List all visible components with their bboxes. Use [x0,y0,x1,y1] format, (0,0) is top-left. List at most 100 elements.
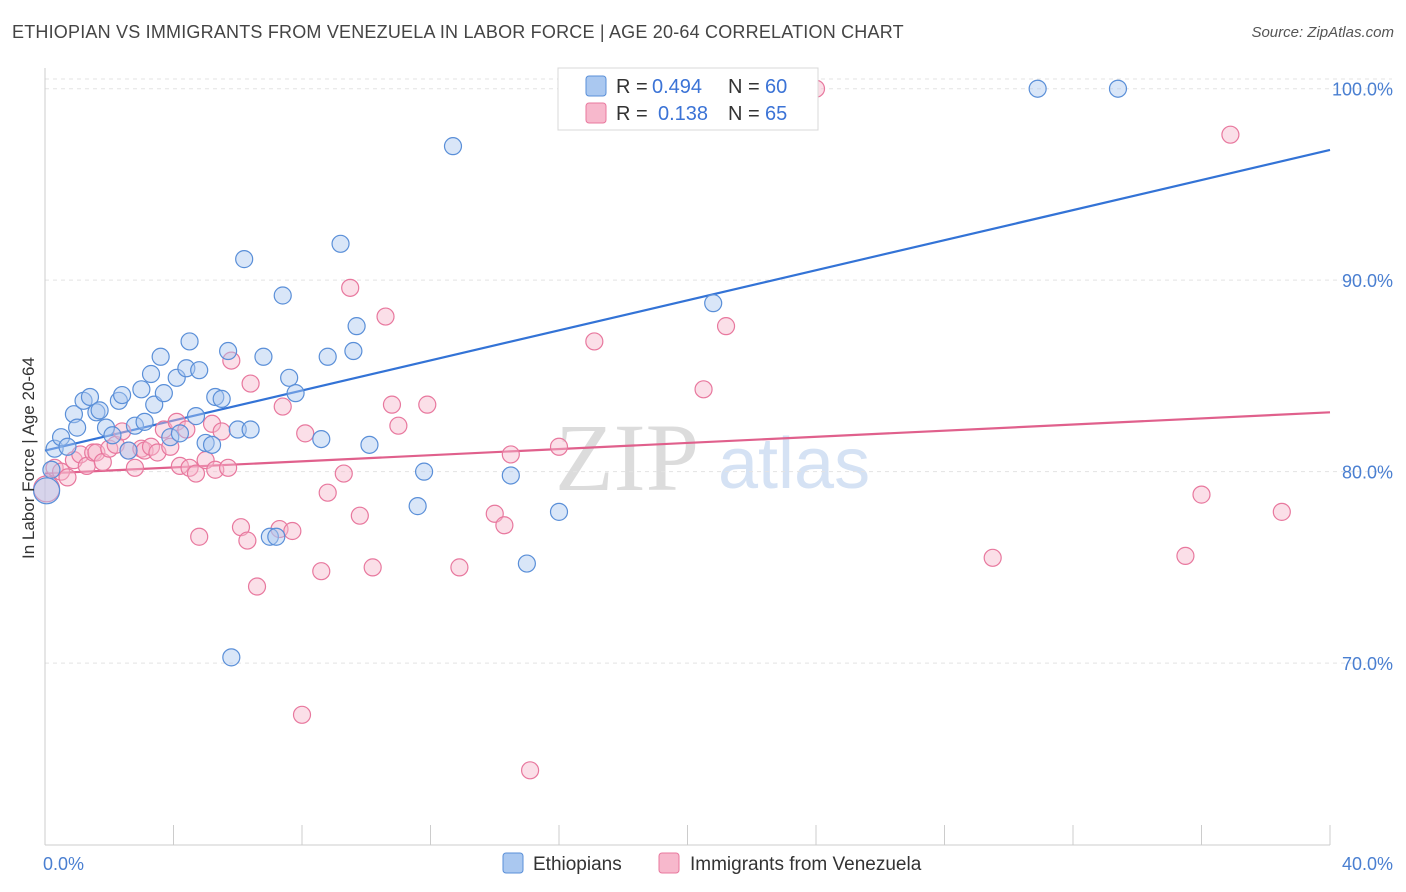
point-ethiopians [58,437,77,456]
legend-r-label-2: R = [616,103,648,125]
point-ethiopians [312,429,331,449]
point-venezuela [296,424,315,443]
point-venezuela [219,458,238,477]
point-ethiopians [109,391,128,410]
point-venezuela [376,307,395,326]
point-venezuela [167,412,186,431]
point-venezuela [238,531,257,550]
point-ethiopians [331,234,350,253]
legend-n-label-1: N = [728,76,760,98]
point-ethiopians [443,137,463,156]
point-ethiopians [51,428,71,447]
tick-labels: 70.0% 80.0% 90.0% 100.0% 0.0% 40.0% [43,80,1393,874]
point-venezuela [350,506,369,525]
legend-n-value-1: 60 [765,76,787,98]
bottom-legend-swatch-venezuela [658,852,680,874]
point-ethiopians [206,387,225,407]
point-venezuela [58,468,77,487]
axes [44,68,1331,846]
point-venezuela [202,414,222,433]
legend-n-label-2: N = [728,103,760,125]
point-ethiopians [280,368,299,387]
point-venezuela [382,395,402,414]
gridlines [45,78,1392,664]
point-venezuela [585,332,604,351]
point-venezuela [186,464,206,483]
point-venezuela [450,558,469,577]
watermark-zip: ZIP [555,404,699,511]
x-tick-label: 40.0% [1342,854,1393,874]
y-tick-label: 80.0% [1342,463,1393,483]
point-venezuela [716,317,736,336]
point-ethiopians [408,497,427,516]
point-venezuela [283,521,302,541]
point-venezuela [334,464,353,483]
point-ethiopians [1028,79,1047,98]
point-venezuela [363,558,382,577]
x-tick-label: 0.0% [43,854,84,874]
point-ethiopians [90,401,109,420]
bottom-legend-label-venezuela: Immigrants from Venezuela [690,854,922,875]
bottom-legend-label-ethiopians: Ethiopians [533,854,622,875]
point-venezuela [273,397,292,416]
point-ethiopians [87,403,106,422]
point-ethiopians [219,341,238,361]
point-ethiopians [1108,79,1128,98]
point-venezuela [418,395,437,414]
point-ethiopians [228,420,247,439]
point-venezuela [222,351,241,370]
point-ethiopians [202,435,222,454]
legend-n-value-2: 65 [765,103,787,125]
point-ethiopians [112,385,132,405]
point-ethiopians [260,527,279,546]
legend-r-label-1: R = [616,76,648,98]
point-venezuela [190,527,209,546]
point-ethiopians [42,460,61,479]
point-venezuela [1176,546,1195,565]
point-venezuela [495,516,514,535]
point-ethiopians [135,412,154,431]
series-legend: Ethiopians Immigrants from Venezuela [502,852,922,875]
point-ethiopians [119,441,138,460]
point-venezuela [341,278,360,297]
point-ethiopians [186,407,206,426]
legend-swatch-ethiopians [585,75,607,97]
point-venezuela [694,380,713,399]
y-tick-label: 90.0% [1342,271,1393,291]
bottom-legend-swatch-ethiopians [502,852,524,874]
point-ethiopians [267,527,286,546]
point-venezuela [125,458,145,477]
point-ethiopians [180,332,199,351]
point-venezuela [161,437,180,456]
point-ethiopians [132,380,151,399]
y-tick-label: 70.0% [1342,654,1393,674]
point-ethiopians [151,347,170,366]
point-ethiopians [80,387,100,407]
point-ethiopians [141,364,161,384]
trendlines [44,148,1331,475]
point-ethiopians [344,341,363,361]
point-ethiopians [704,294,723,313]
point-ethiopians [212,389,231,408]
legend-r-value-1: 0.494 [652,76,702,98]
trendline-venezuela [44,411,1331,475]
point-venezuela [1221,125,1240,144]
chart-title: ETHIOPIAN VS IMMIGRANTS FROM VENEZUELA I… [12,22,904,42]
point-venezuela [292,705,312,724]
point-ethiopians [254,347,273,366]
point-ethiopians [64,405,84,424]
source-credit: Source: ZipAtlas.com [1251,24,1394,41]
point-ethiopians [33,477,61,505]
point-venezuela [501,445,520,464]
point-venezuela [318,483,337,502]
point-ethiopians [549,502,569,521]
point-venezuela [1272,502,1291,521]
point-venezuela [389,416,408,435]
legend-swatch-venezuela [585,102,607,124]
point-venezuela [312,562,331,581]
point-ethiopians [360,435,379,454]
point-ethiopians [103,426,122,445]
point-ethiopians [170,424,190,443]
point-ethiopians [68,418,87,437]
point-ethiopians [286,384,305,403]
